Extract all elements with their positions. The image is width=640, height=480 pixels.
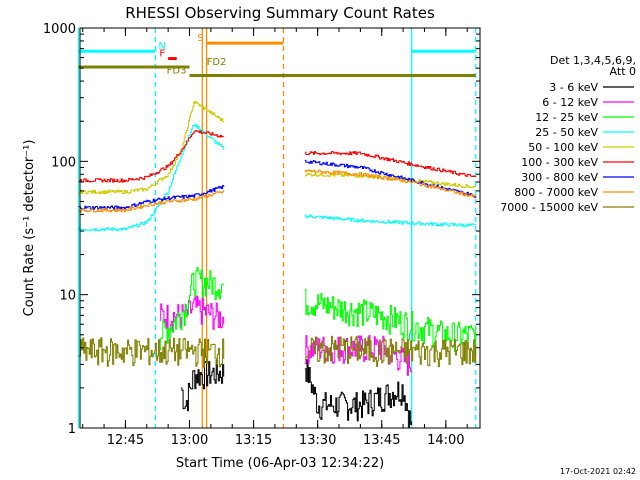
series-line-4-segment-1 bbox=[78, 123, 225, 232]
y-tick-label: 1000 bbox=[43, 22, 76, 37]
x-tick-label: 14:00 bbox=[427, 433, 464, 448]
flag-bars: NF S FD2 FD3 bbox=[78, 33, 476, 78]
footer-timestamp: 17-Oct-2021 02:42 bbox=[560, 467, 636, 476]
legend-label-1: 3 - 6 keV bbox=[549, 81, 598, 94]
series-line-9-segment-2 bbox=[304, 335, 477, 368]
legend-label-4: 25 - 50 keV bbox=[535, 126, 598, 139]
x-tick-label: 13:00 bbox=[171, 433, 208, 448]
y-tick-label: 100 bbox=[51, 155, 76, 170]
legend-label-8: 800 - 7000 keV bbox=[514, 186, 598, 199]
flag-label-fd3: FD3 bbox=[167, 66, 187, 77]
legend-title-line-2: Att 0 bbox=[610, 65, 636, 78]
flag-label-s: S bbox=[197, 33, 203, 44]
plot-frame bbox=[79, 27, 481, 429]
series-line-6-segment-1 bbox=[78, 130, 225, 183]
legend-label-9: 7000 - 15000 keV bbox=[500, 201, 598, 214]
legend-label-7: 300 - 800 keV bbox=[521, 171, 598, 184]
x-tick-label: 13:45 bbox=[363, 433, 400, 448]
series-line-5-segment-1 bbox=[78, 101, 225, 195]
x-tick-label: 13:30 bbox=[299, 433, 336, 448]
legend-title-line-1: Det 1,3,4,5,6,9, bbox=[550, 54, 636, 67]
series-line-6-segment-2 bbox=[304, 151, 477, 178]
flag-label-n: N bbox=[158, 41, 165, 52]
y-axis-label: Count Rate (s⁻¹ detector⁻¹) bbox=[22, 140, 37, 317]
legend-label-6: 100 - 300 keV bbox=[521, 156, 598, 169]
series-layer bbox=[78, 101, 477, 429]
x-tick-label: 13:15 bbox=[235, 433, 272, 448]
series-line-9-segment-1 bbox=[78, 337, 225, 368]
series-line-4-segment-2 bbox=[304, 214, 477, 228]
series-line-7-segment-1 bbox=[78, 185, 225, 210]
y-tick-label: 10 bbox=[59, 289, 76, 304]
axes: 12:45 13:00 13:15 13:30 13:45 14:00 1 10 100 1000 bbox=[43, 22, 480, 448]
series-line-1-segment-2 bbox=[304, 359, 413, 429]
legend-label-2: 6 - 12 keV bbox=[542, 96, 598, 109]
flag-label-f: F bbox=[159, 49, 165, 60]
series-line-2-segment-1 bbox=[159, 295, 225, 332]
vertical-markers bbox=[77, 28, 477, 428]
chart-title: RHESSI Observing Summary Count Rates bbox=[125, 4, 435, 22]
x-tick-label: 12:45 bbox=[107, 433, 144, 448]
x-axis-label: Start Time (06-Apr-03 12:34:22) bbox=[176, 456, 384, 471]
series-line-3-segment-1 bbox=[159, 266, 225, 350]
flag-label-fd2: FD2 bbox=[207, 57, 227, 68]
legend-label-3: 12 - 25 keV bbox=[535, 111, 598, 124]
series-line-3-segment-2 bbox=[304, 288, 477, 352]
plot-area: NF S FD2 FD3 bbox=[77, 27, 481, 429]
legend-label-5: 50 - 100 keV bbox=[528, 141, 598, 154]
series-line-8-segment-2 bbox=[304, 169, 477, 198]
legend: Det 1,3,4,5,6,9,Att 0 3 - 6 keV 6 - 12 keV… bbox=[500, 54, 636, 214]
series-line-8-segment-1 bbox=[78, 190, 225, 213]
y-tick-label: 1 bbox=[68, 422, 76, 437]
